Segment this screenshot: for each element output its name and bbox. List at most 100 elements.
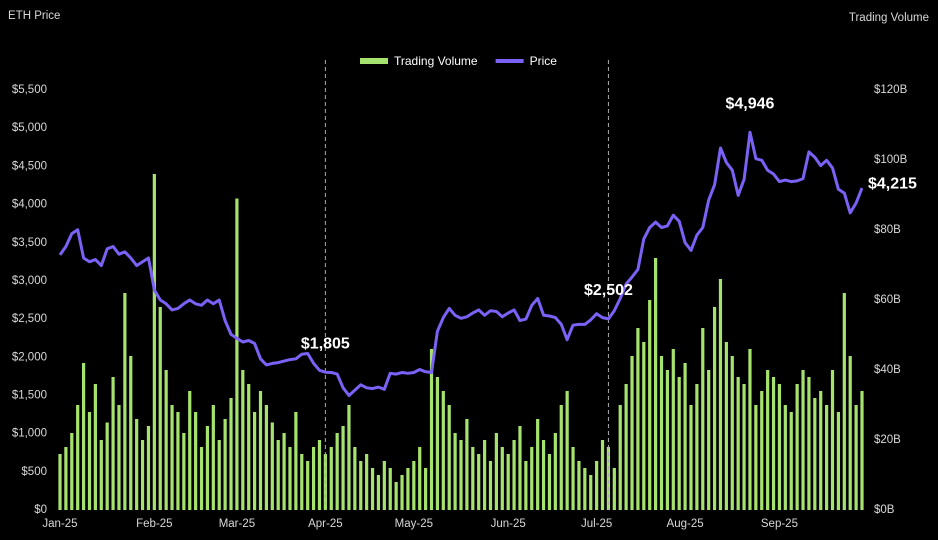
volume-bar — [459, 440, 463, 510]
volume-bar — [754, 405, 758, 510]
volume-bar — [229, 398, 233, 510]
volume-bar — [353, 447, 357, 510]
y2-tick-label: $120B — [874, 84, 908, 96]
volume-bar — [123, 293, 127, 510]
y-tick-label: $2,500 — [12, 313, 47, 325]
volume-bar — [435, 377, 440, 510]
y2-tick-label: $40B — [874, 364, 901, 376]
volume-bar — [406, 468, 410, 510]
volume-bar — [854, 405, 858, 510]
volume-bar — [777, 384, 782, 510]
volume-bar — [830, 370, 835, 510]
volume-bar — [801, 370, 805, 510]
volume-bar — [388, 468, 392, 510]
y-tick-label: $4,500 — [12, 160, 47, 172]
volume-bar — [559, 405, 563, 510]
volume-bar — [677, 377, 681, 510]
volume-bar — [506, 454, 510, 510]
volume-bar — [718, 279, 723, 510]
volume-bar — [441, 391, 445, 510]
volume-bar — [512, 440, 516, 510]
y-tick-label: $3,000 — [12, 275, 47, 287]
volume-bar — [836, 412, 841, 510]
volume-bar — [789, 412, 793, 510]
volume-bar — [547, 454, 552, 510]
volume-bar — [695, 384, 699, 510]
volume-bar — [595, 461, 599, 510]
volume-bar — [135, 419, 139, 510]
volume-bar — [553, 433, 557, 510]
volume-bar — [701, 328, 705, 510]
volume-bar — [241, 370, 245, 510]
volume-bar — [282, 433, 286, 510]
volume-bar — [306, 461, 310, 510]
volume-bar — [671, 349, 675, 510]
volume-bar — [795, 384, 799, 510]
legend-swatch — [360, 58, 388, 64]
y-tick-label: $1,500 — [12, 389, 47, 401]
y-tick-label: $0 — [34, 504, 47, 516]
volume-bar — [589, 475, 593, 510]
x-tick-label: Jan-25 — [42, 518, 77, 530]
volume-bar — [424, 468, 428, 510]
volume-bar — [359, 461, 363, 510]
volume-bar — [111, 377, 115, 510]
y2-tick-label: $60B — [874, 294, 901, 306]
volume-bar — [376, 475, 381, 510]
volume-bar — [707, 370, 711, 510]
x-tick-label: Mar-25 — [219, 518, 255, 530]
volume-bar — [140, 440, 145, 510]
volume-bar — [630, 356, 634, 510]
price-label: $4,946 — [725, 96, 774, 113]
y2-axis-title: Trading Volume — [849, 12, 929, 24]
volume-bar — [648, 300, 652, 510]
volume-bar — [329, 447, 333, 510]
volume-bar — [659, 356, 664, 510]
volume-bar — [341, 426, 345, 510]
volume-bar — [624, 384, 628, 510]
volume-bar — [766, 370, 770, 510]
volume-bar — [400, 475, 404, 510]
volume-bar — [317, 440, 322, 510]
volume-bar — [813, 398, 817, 510]
legend-label: Trading Volume — [394, 54, 478, 68]
volume-bar — [76, 405, 80, 510]
volume-bar — [482, 440, 487, 510]
volume-bar — [429, 349, 434, 510]
volume-bar — [300, 454, 304, 510]
volume-bar — [223, 419, 227, 510]
volume-bar — [264, 405, 268, 510]
volume-bar — [87, 412, 92, 510]
y-tick-label: $1,000 — [12, 428, 47, 440]
x-tick-label: May-25 — [395, 518, 433, 530]
y-tick-label: $3,500 — [12, 237, 47, 249]
volume-bar — [182, 433, 186, 510]
volume-bar — [347, 405, 351, 510]
volume-bar — [194, 412, 198, 510]
volume-bar — [683, 363, 687, 510]
volume-bar — [654, 258, 658, 510]
volume-bar — [742, 384, 746, 510]
volume-bar — [783, 405, 787, 510]
volume-bar — [93, 384, 97, 510]
volume-bar — [571, 447, 575, 510]
y-axis-title: ETH Price — [8, 10, 60, 22]
volume-bar — [276, 440, 280, 510]
volume-bar — [176, 412, 180, 510]
volume-bar — [760, 391, 764, 510]
price-label: $4,215 — [868, 175, 917, 192]
volume-bar — [447, 405, 451, 510]
volume-bar — [64, 447, 68, 510]
volume-bar — [335, 433, 339, 510]
volume-bar — [618, 405, 622, 510]
volume-bar — [235, 198, 239, 510]
volume-bar — [81, 363, 86, 510]
volume-bar — [842, 293, 846, 510]
volume-bar — [247, 384, 251, 510]
x-tick-label: Feb-25 — [136, 518, 172, 530]
volume-bar — [600, 440, 605, 510]
y2-tick-label: $0B — [874, 504, 895, 516]
price-label: $2,502 — [584, 282, 633, 299]
volume-bar — [170, 405, 174, 510]
volume-bar — [70, 433, 74, 510]
